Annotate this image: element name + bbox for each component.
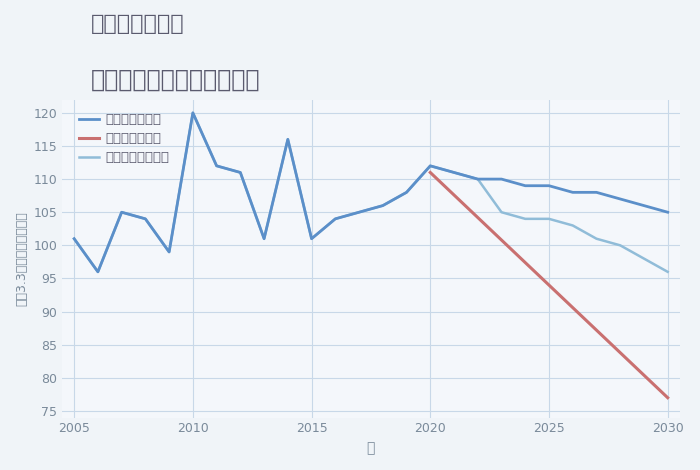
Text: 千葉県愛宕駅の: 千葉県愛宕駅の: [91, 14, 185, 34]
ノーマルシナリオ: [165, 249, 174, 255]
ノーマルシナリオ: [307, 236, 316, 242]
ノーマルシナリオ: [616, 243, 624, 248]
グッドシナリオ: [94, 269, 102, 274]
グッドシナリオ: [70, 236, 78, 242]
グッドシナリオ: [236, 170, 244, 175]
Y-axis label: 坪（3.3㎡）単価（万円）: 坪（3.3㎡）単価（万円）: [15, 211, 28, 306]
ノーマルシナリオ: [284, 136, 292, 142]
バッドシナリオ: [426, 170, 435, 175]
グッドシナリオ: [331, 216, 340, 222]
ノーマルシナリオ: [497, 210, 505, 215]
グッドシナリオ: [545, 183, 553, 188]
ノーマルシナリオ: [450, 170, 459, 175]
ノーマルシナリオ: [94, 269, 102, 274]
X-axis label: 年: 年: [367, 441, 375, 455]
グッドシナリオ: [118, 210, 126, 215]
ノーマルシナリオ: [236, 170, 244, 175]
ノーマルシナリオ: [640, 256, 648, 261]
ノーマルシナリオ: [212, 163, 220, 169]
グッドシナリオ: [616, 196, 624, 202]
グッドシナリオ: [426, 163, 435, 169]
ノーマルシナリオ: [189, 110, 197, 116]
グッドシナリオ: [212, 163, 220, 169]
ノーマルシナリオ: [568, 223, 577, 228]
ノーマルシナリオ: [331, 216, 340, 222]
グッドシナリオ: [379, 203, 387, 208]
ノーマルシナリオ: [545, 216, 553, 222]
グッドシナリオ: [402, 189, 411, 195]
グッドシナリオ: [260, 236, 268, 242]
Line: バッドシナリオ: バッドシナリオ: [430, 172, 668, 398]
グッドシナリオ: [189, 110, 197, 116]
グッドシナリオ: [355, 210, 363, 215]
グッドシナリオ: [640, 203, 648, 208]
ノーマルシナリオ: [664, 269, 672, 274]
グッドシナリオ: [497, 176, 505, 182]
グッドシナリオ: [474, 176, 482, 182]
ノーマルシナリオ: [70, 236, 78, 242]
ノーマルシナリオ: [426, 163, 435, 169]
グッドシナリオ: [521, 183, 529, 188]
グッドシナリオ: [284, 136, 292, 142]
ノーマルシナリオ: [402, 189, 411, 195]
グッドシナリオ: [568, 189, 577, 195]
グッドシナリオ: [592, 189, 601, 195]
ノーマルシナリオ: [355, 210, 363, 215]
ノーマルシナリオ: [141, 216, 150, 222]
Legend: グッドシナリオ, バッドシナリオ, ノーマルシナリオ: グッドシナリオ, バッドシナリオ, ノーマルシナリオ: [75, 110, 174, 168]
グッドシナリオ: [307, 236, 316, 242]
Line: グッドシナリオ: グッドシナリオ: [74, 113, 668, 272]
グッドシナリオ: [450, 170, 459, 175]
ノーマルシナリオ: [379, 203, 387, 208]
グッドシナリオ: [141, 216, 150, 222]
ノーマルシナリオ: [260, 236, 268, 242]
ノーマルシナリオ: [118, 210, 126, 215]
ノーマルシナリオ: [474, 176, 482, 182]
ノーマルシナリオ: [521, 216, 529, 222]
グッドシナリオ: [165, 249, 174, 255]
グッドシナリオ: [664, 210, 672, 215]
Line: ノーマルシナリオ: ノーマルシナリオ: [74, 113, 668, 272]
ノーマルシナリオ: [592, 236, 601, 242]
Text: 中古マンションの価格推移: 中古マンションの価格推移: [91, 68, 260, 92]
バッドシナリオ: [664, 395, 672, 400]
